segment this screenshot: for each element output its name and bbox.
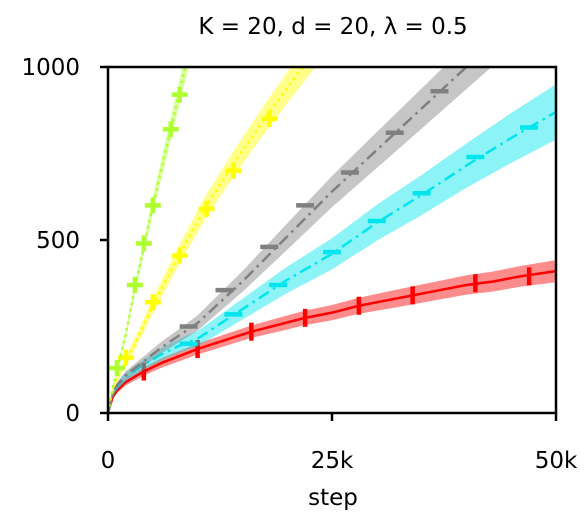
- data-point: [171, 247, 188, 264]
- y-tick-label: 500: [36, 228, 80, 254]
- data-point: [225, 162, 242, 179]
- x-tick-label: 0: [101, 448, 116, 474]
- x-axis-title: step: [308, 485, 358, 511]
- series-0: [108, 260, 556, 413]
- data-point: [171, 86, 188, 103]
- data-point: [198, 200, 215, 217]
- series-2: [108, 67, 492, 413]
- data-point: [108, 360, 125, 377]
- x-tick-label: 50k: [535, 448, 578, 474]
- series-3: [108, 67, 316, 413]
- data-point: [261, 110, 278, 127]
- data-point: [144, 294, 161, 311]
- series-band: [108, 67, 189, 413]
- series-band: [108, 260, 556, 413]
- series-band: [108, 84, 556, 413]
- series-line: [108, 67, 469, 413]
- y-tick-label: 0: [65, 401, 80, 427]
- chart-title: K = 20, d = 20, λ = 0.5: [198, 14, 467, 40]
- y-tick-label: 1000: [21, 55, 80, 81]
- data-point: [144, 197, 161, 214]
- series-line: [108, 269, 556, 413]
- series-4: [108, 67, 189, 413]
- series-1: [108, 84, 556, 413]
- data-point: [117, 349, 134, 366]
- data-point: [162, 121, 179, 138]
- series-layer: [108, 67, 556, 413]
- series-line: [108, 67, 305, 413]
- data-point: [135, 235, 152, 252]
- tick-layer: 0 25k 50k 0 500 1000: [21, 55, 578, 474]
- data-point: [126, 276, 143, 293]
- x-tick-label: 25k: [311, 448, 354, 474]
